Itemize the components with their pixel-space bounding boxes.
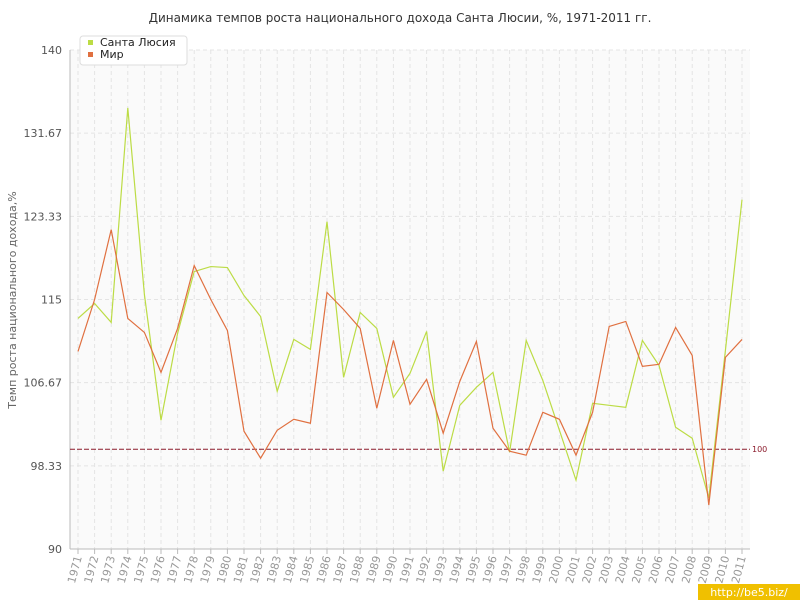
watermark: http://be5.biz/	[710, 586, 788, 599]
legend-label: Мир	[100, 48, 124, 61]
legend-swatch	[88, 52, 93, 57]
line-series	[77, 107, 743, 499]
chart-title: Динамика темпов роста национального дохо…	[149, 11, 652, 25]
legend-swatch	[88, 40, 93, 45]
line-series	[77, 229, 743, 506]
y-tick-label: 115	[41, 294, 62, 307]
y-tick-label: 98.33	[31, 460, 63, 473]
y-axis-label: Темп роста национального дохода,%	[6, 191, 19, 409]
legend-label: Санта Люсия	[100, 36, 176, 49]
y-tick-label: 123.33	[24, 210, 63, 223]
y-tick-label: 131.67	[24, 127, 63, 140]
watermark-background	[698, 584, 800, 600]
y-tick-label: 140	[41, 44, 62, 57]
reference-label: 100	[752, 445, 767, 454]
legend-box	[79, 35, 188, 66]
y-tick-label: 106.67	[24, 377, 63, 390]
x-tick-label: 2011	[729, 554, 749, 584]
y-tick-label: 90	[48, 543, 62, 556]
